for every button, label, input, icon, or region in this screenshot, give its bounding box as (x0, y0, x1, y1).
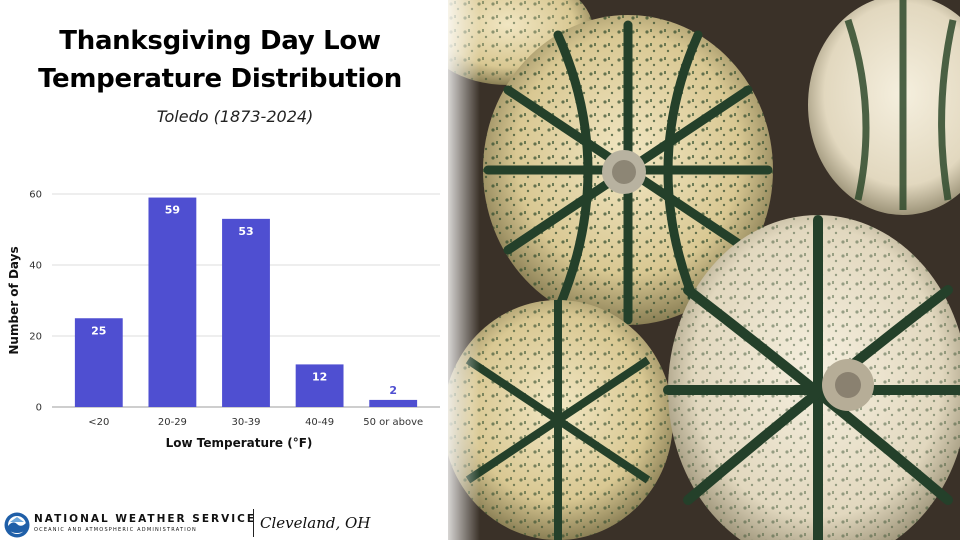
agency-name: NATIONAL WEATHER SERVICE (34, 513, 257, 525)
bar-data-label: 25 (91, 324, 106, 337)
footer-divider (253, 509, 254, 537)
y-tick-label: 0 (36, 403, 42, 414)
page-title: Thanksgiving Day Low Temperature Distrib… (38, 26, 402, 94)
y-tick-label: 20 (29, 332, 42, 343)
squash-photo (448, 0, 960, 540)
x-axis-title: Low Temperature (°F) (166, 436, 313, 450)
x-tick-label: 20-29 (158, 417, 187, 428)
x-tick-label: <20 (88, 417, 109, 428)
agency-subtitle: OCEANIC AND ATMOSPHERIC ADMINISTRATION (34, 527, 197, 533)
bar-data-label: 12 (312, 370, 327, 383)
bar-4 (369, 399, 418, 407)
bar-data-label: 53 (238, 225, 253, 238)
x-tick-label: 50 or above (363, 417, 423, 428)
photo-fade (440, 0, 480, 540)
bar-0 (74, 318, 123, 407)
bar-3 (295, 364, 344, 407)
noaa-logo-icon (4, 512, 30, 538)
y-tick-label: 60 (29, 190, 42, 201)
bar-data-label: 59 (165, 204, 180, 217)
page-subtitle: Toledo (1873-2024) (156, 107, 314, 126)
bar-data-label: 2 (389, 384, 397, 397)
bar-1 (148, 197, 197, 407)
y-tick-label: 40 (29, 261, 42, 272)
office-name: Cleveland, OH (260, 514, 371, 532)
x-tick-label: 40-49 (305, 417, 334, 428)
bar-2 (222, 218, 270, 407)
temperature-bar-chart: 0 20 40 60 25 <20 59 20-29 53 30-39 12 40-49 2 50 or … (7, 190, 440, 450)
x-tick-label: 30-39 (231, 417, 260, 428)
y-axis-title: Number of Days (7, 246, 21, 354)
